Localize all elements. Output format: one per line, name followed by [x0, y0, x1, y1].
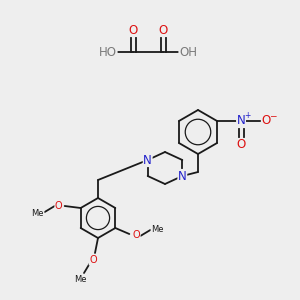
Text: HO: HO: [99, 46, 117, 59]
Text: O: O: [89, 255, 97, 265]
Text: +: +: [244, 112, 250, 121]
Text: O: O: [158, 23, 168, 37]
Text: Me: Me: [151, 224, 164, 233]
Text: OH: OH: [179, 46, 197, 59]
Text: Me: Me: [32, 209, 44, 218]
Text: O: O: [261, 115, 271, 128]
Text: N: N: [178, 169, 187, 182]
Text: O: O: [133, 230, 140, 240]
Text: −: −: [269, 112, 277, 121]
Text: O: O: [55, 201, 62, 211]
Text: N: N: [237, 115, 245, 128]
Text: O: O: [128, 23, 138, 37]
Text: Me: Me: [74, 275, 86, 284]
Text: O: O: [236, 139, 246, 152]
Text: N: N: [143, 154, 152, 166]
